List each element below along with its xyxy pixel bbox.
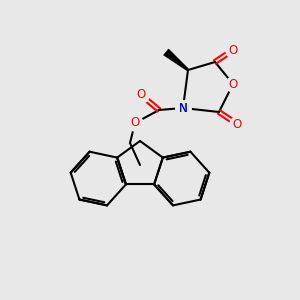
Text: O: O (228, 44, 238, 56)
Polygon shape (164, 49, 189, 71)
Text: O: O (228, 77, 238, 91)
Text: O: O (130, 116, 140, 130)
Text: N: N (178, 101, 188, 115)
Text: O: O (232, 118, 242, 130)
Text: N: N (178, 101, 188, 115)
Text: O: O (136, 88, 146, 101)
